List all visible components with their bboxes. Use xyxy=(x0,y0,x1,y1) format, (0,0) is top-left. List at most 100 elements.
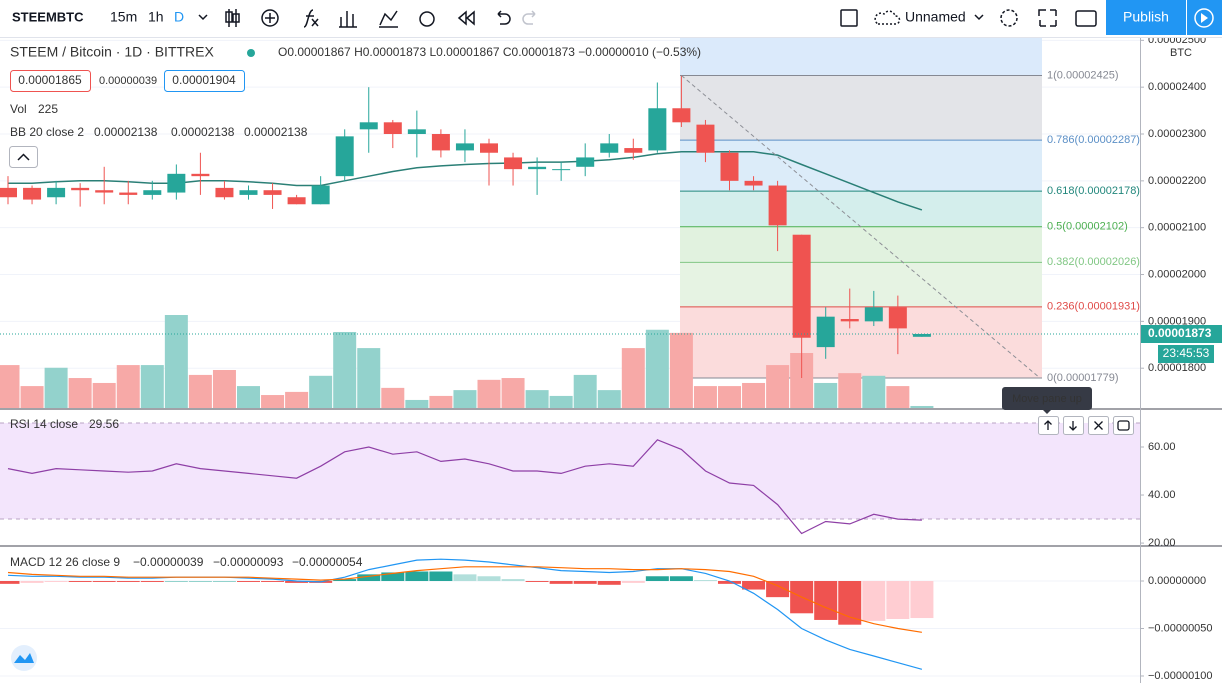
indicators-add[interactable] xyxy=(261,9,279,27)
y-tick-label: 0.00001800 xyxy=(1148,362,1206,374)
publish-label: Publish xyxy=(1123,9,1169,25)
macd-histogram-bar xyxy=(116,581,140,582)
layout-select[interactable] xyxy=(840,9,858,27)
volume-bar xyxy=(790,353,814,408)
maximize-pane-button[interactable] xyxy=(1113,416,1134,435)
volume-bar xyxy=(164,315,188,408)
candle-body xyxy=(119,192,138,195)
volume-bar xyxy=(68,378,92,408)
volume-bar xyxy=(645,329,669,408)
candle-body xyxy=(431,134,450,151)
candle-body xyxy=(239,190,258,195)
macd-histogram-bar xyxy=(429,571,453,581)
candle-body xyxy=(672,108,691,123)
candle-body xyxy=(744,180,763,186)
ohlc-values: O0.00001867 H0.00001873 L0.00001867 C0.0… xyxy=(278,45,701,59)
interval[interactable]: 15m xyxy=(110,9,137,25)
layout-name[interactable]: Unnamed xyxy=(905,9,966,25)
macd-pane xyxy=(0,558,1140,677)
symbol-search[interactable]: STEEMBTC xyxy=(12,9,84,24)
maximize-icon xyxy=(1117,420,1130,431)
candle-body xyxy=(71,187,90,191)
interval[interactable]: 1h xyxy=(148,9,164,25)
macd-histogram-bar xyxy=(597,581,621,585)
volume-label: Vol xyxy=(10,102,27,116)
alert[interactable] xyxy=(419,11,435,27)
y-tick-label: 0.00001900 xyxy=(1148,315,1206,327)
macd-value: −0.00000093 xyxy=(213,555,284,569)
collapse-icon xyxy=(17,153,30,161)
signal-line xyxy=(7,566,922,633)
macd-histogram-bar xyxy=(164,581,188,582)
macd-histogram-bar xyxy=(212,581,236,582)
y-tick-label: 0.00002200 xyxy=(1148,175,1206,187)
macd-histogram-bar xyxy=(525,581,549,582)
fib-zone xyxy=(680,75,1042,141)
candle-body xyxy=(191,173,210,177)
collapse-button[interactable] xyxy=(9,146,38,168)
volume-bar xyxy=(453,390,477,408)
candle-body xyxy=(792,234,811,338)
publish-button[interactable] xyxy=(1106,0,1186,35)
macd-histogram-bar xyxy=(285,581,309,583)
redo[interactable] xyxy=(522,10,536,25)
fullscreen[interactable] xyxy=(1038,9,1057,27)
snapshot[interactable] xyxy=(1075,10,1097,27)
candle-body xyxy=(528,166,547,170)
bb-upper: 0.00002138 xyxy=(94,125,158,139)
volume-value: 225 xyxy=(38,102,58,116)
compare[interactable] xyxy=(379,10,398,28)
interval-active[interactable]: D xyxy=(174,9,184,25)
bb-basis-line xyxy=(8,151,923,211)
y-tick-label: 0.00002000 xyxy=(1148,268,1206,280)
candle-body xyxy=(864,307,883,322)
macd-histogram-bar xyxy=(742,581,766,590)
candle-body xyxy=(624,148,643,153)
bid-box[interactable] xyxy=(10,70,91,92)
volume-bar xyxy=(766,365,790,408)
candle-body xyxy=(480,143,498,153)
interval-menu[interactable] xyxy=(198,14,208,21)
volume-bar xyxy=(477,379,501,408)
fib-zone xyxy=(680,262,1042,307)
volume-bar xyxy=(693,386,717,408)
macd-histogram-bar xyxy=(453,574,477,581)
indicators[interactable] xyxy=(303,9,319,28)
logo xyxy=(14,653,34,663)
candle-body xyxy=(335,136,354,177)
settings[interactable] xyxy=(1000,9,1018,27)
candle-body xyxy=(0,187,17,198)
layout-menu[interactable] xyxy=(974,14,984,21)
replay[interactable] xyxy=(457,10,475,26)
volume-bar xyxy=(669,332,693,408)
macd-histogram-bar xyxy=(92,581,116,582)
chart-type[interactable] xyxy=(225,9,240,27)
volume-bar xyxy=(886,386,910,408)
financials[interactable] xyxy=(339,11,357,28)
volume-bar xyxy=(573,374,597,408)
ask-box[interactable] xyxy=(164,70,245,92)
macd-histogram-bar xyxy=(886,581,910,619)
candle-body xyxy=(263,190,282,195)
last-price-label: 0.00001873 xyxy=(1148,326,1212,340)
y-tick-label: 0.00002300 xyxy=(1148,128,1206,140)
macd-histogram-bar xyxy=(693,580,717,581)
fib-label: 0.786(0.00002287) xyxy=(1047,134,1140,146)
price-axis: 0.00001800 0.00001900 0.00002000 0.00002100… xyxy=(1140,34,1222,682)
price-pane: 1(0.00002425) 0.786(0.00002287) 0.618(0.00… xyxy=(0,38,1140,408)
volume-bar xyxy=(718,386,741,408)
logo-badge[interactable] xyxy=(11,645,37,671)
fib-label: 0(0.00001779) xyxy=(1047,372,1119,384)
countdown-tag xyxy=(1158,345,1214,363)
undo[interactable] xyxy=(497,10,511,25)
candle-body xyxy=(504,157,523,170)
macd-histogram-bar xyxy=(718,581,741,584)
tooltip-arrow xyxy=(1043,410,1051,414)
rsi-label: RSI 14 close xyxy=(10,417,78,431)
macd-histogram-bar xyxy=(405,571,429,581)
volume-bar xyxy=(501,378,525,408)
candle-body xyxy=(888,307,907,329)
volume-bar xyxy=(910,405,934,408)
